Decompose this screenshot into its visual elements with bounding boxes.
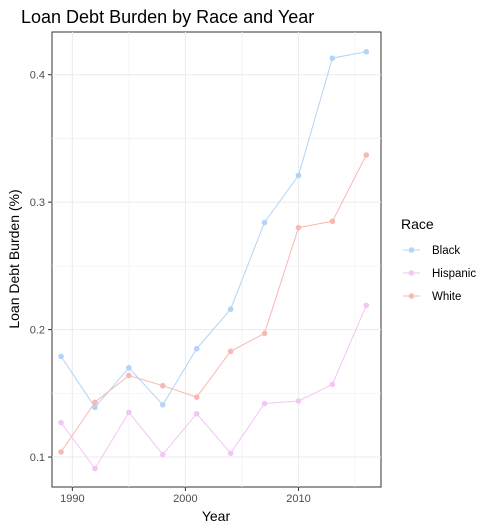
data-point-white	[126, 372, 132, 379]
x-tick-label: 2010	[286, 493, 310, 505]
data-point-black	[159, 401, 166, 408]
data-point-hispanic	[92, 465, 98, 472]
data-point-hispanic	[295, 398, 302, 404]
y-axis: 0.1 0.2 0.3 0.4	[30, 70, 52, 464]
chart-title: Loan Debt Burden by Race and Year	[21, 7, 314, 27]
legend-key-point-white	[408, 293, 415, 299]
legend-label-black: Black	[432, 245, 460, 257]
x-axis-title: Year	[202, 508, 231, 524]
data-point-white	[329, 218, 336, 225]
data-point-white	[295, 224, 302, 231]
series-line-white	[60, 154, 367, 453]
data-point-black	[227, 306, 234, 313]
series-black	[58, 48, 370, 411]
plot-panel	[51, 31, 382, 488]
legend-key-point-black	[408, 247, 415, 253]
data-point-black	[363, 48, 370, 55]
data-point-black	[295, 172, 302, 179]
legend-label-white: White	[432, 291, 461, 303]
data-point-white	[92, 399, 98, 406]
data-point-black	[193, 345, 200, 352]
data-point-white	[261, 330, 268, 337]
data-point-hispanic	[126, 409, 132, 416]
data-point-black	[126, 365, 132, 371]
legend-title: Race	[401, 216, 434, 232]
data-point-white	[58, 449, 64, 455]
data-point-hispanic	[159, 451, 166, 458]
series-line-hispanic	[60, 305, 367, 470]
y-tick-label: 0.1	[30, 452, 45, 464]
data-point-hispanic	[193, 410, 200, 417]
y-tick-label: 0.3	[30, 197, 45, 209]
series-layer	[58, 48, 370, 472]
data-point-black	[261, 219, 268, 226]
x-tick-label: 1990	[60, 493, 84, 505]
legend-key-point-hispanic	[408, 270, 415, 276]
data-point-white	[363, 152, 370, 158]
data-point-hispanic	[227, 450, 234, 457]
legend: Race Black Hispanic White	[401, 216, 476, 303]
y-tick-label: 0.4	[30, 70, 45, 82]
x-axis: 1990 2000 2010	[60, 487, 311, 505]
y-tick-label: 0.2	[30, 325, 45, 337]
data-point-black	[92, 404, 98, 411]
data-point-hispanic	[363, 302, 370, 309]
data-point-black	[58, 353, 64, 360]
data-point-white	[193, 394, 200, 400]
series-white	[58, 152, 370, 455]
data-point-white	[159, 382, 166, 389]
data-point-hispanic	[261, 400, 268, 407]
data-point-hispanic	[58, 419, 64, 426]
x-tick-label: 2000	[173, 493, 197, 505]
data-point-black	[329, 55, 336, 61]
y-axis-title: Loan Debt Burden (%)	[6, 189, 22, 328]
series-hispanic	[58, 302, 370, 472]
data-point-hispanic	[329, 381, 336, 388]
legend-label-hispanic: Hispanic	[432, 268, 476, 280]
data-point-white	[227, 348, 234, 355]
series-line-black	[60, 51, 367, 409]
